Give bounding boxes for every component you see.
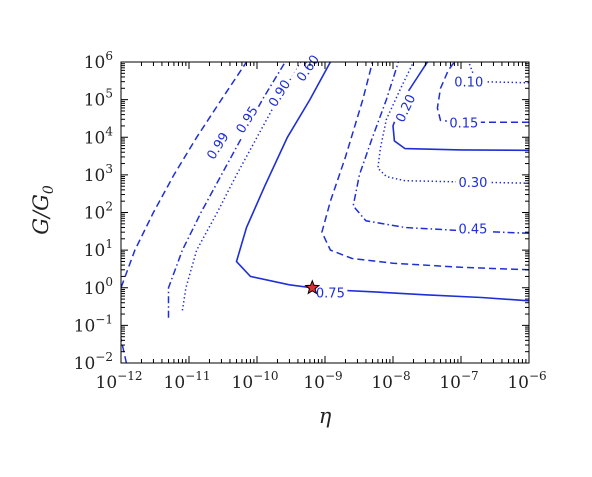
x-tick-label: 10−10 xyxy=(232,369,279,393)
contour-label-bg xyxy=(313,284,348,301)
contour-line-0.95 xyxy=(167,62,286,318)
x-tick-label: 10−12 xyxy=(96,369,143,393)
y-axis-label: G/G0 xyxy=(29,185,57,235)
y-tick-label: 104 xyxy=(84,124,114,148)
contour-label-bg xyxy=(263,74,295,112)
contour-lines xyxy=(121,62,529,363)
tick-labels: 10−12 10−11 10−10 10−9 10−8 10−7 10−6 10−2 10−1 1… xyxy=(74,49,547,393)
y-tick-label: 106 xyxy=(84,49,113,73)
x-tick-label: 10−11 xyxy=(164,369,211,393)
contour-line-0.20 xyxy=(392,62,529,152)
contour-label-0.45: 0.45 xyxy=(458,223,487,238)
contour-label-0.10: 0.10 xyxy=(454,76,483,91)
contour-label-0.15: 0.15 xyxy=(449,116,478,131)
y-tick-label: 102 xyxy=(84,200,113,224)
y-tick-label: 10−2 xyxy=(74,350,113,374)
y-tick-label: 103 xyxy=(84,162,113,186)
marker-layer xyxy=(304,279,321,295)
contour-label-bg xyxy=(201,126,234,165)
contour-label-bg xyxy=(390,89,420,127)
contour-label-0.30: 0.30 xyxy=(458,176,487,191)
contour-label-bg xyxy=(451,73,486,90)
y-tick-label: 100 xyxy=(84,275,113,299)
y-tick-label: 101 xyxy=(84,237,113,261)
contour-label-bg xyxy=(230,100,263,138)
contour-label-bg xyxy=(455,173,490,190)
x-axis-label: η xyxy=(319,404,332,428)
x-tick-label: 10−8 xyxy=(371,369,410,393)
x-tick-label: 10−9 xyxy=(303,369,342,393)
contour-labels: 0.990.950.900.750.600.450.300.20 0.150.10 xyxy=(201,49,490,301)
contour-line-0.75 xyxy=(235,62,529,302)
star-marker xyxy=(304,279,321,295)
contour-label-bg xyxy=(455,220,490,237)
plot-frame xyxy=(120,61,530,364)
axis-ticks xyxy=(120,61,530,364)
contour-line-0.45 xyxy=(352,62,529,235)
contour-label-0.75: 0.75 xyxy=(316,286,345,301)
contour-line-0.60 xyxy=(321,62,529,271)
y-tick-label: 10−1 xyxy=(74,312,113,336)
contour-label-bg xyxy=(291,49,324,87)
y-tick-label: 105 xyxy=(84,87,113,111)
x-tick-label: 10−7 xyxy=(439,369,478,393)
contour-line-0.15 xyxy=(436,62,529,124)
contour-line-0.99 xyxy=(121,62,248,363)
x-tick-label: 10−6 xyxy=(507,369,546,393)
contour-label-bg xyxy=(446,114,481,131)
